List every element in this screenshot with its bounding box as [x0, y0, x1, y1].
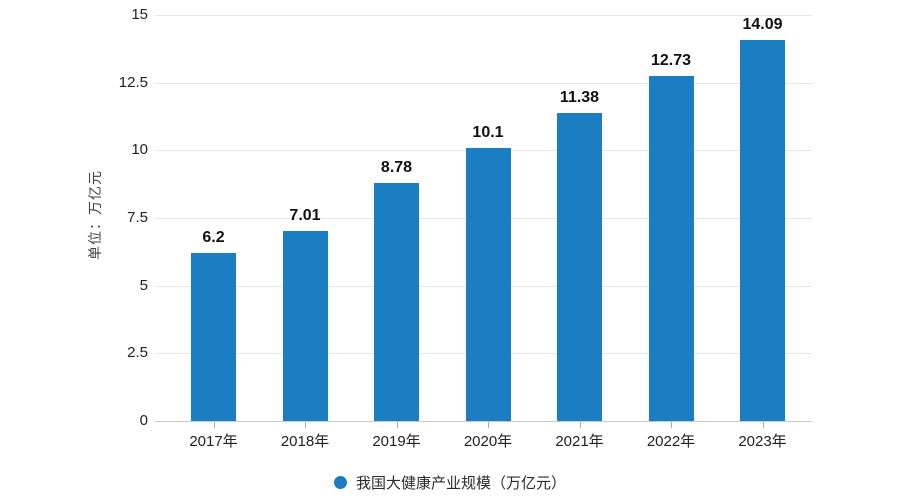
- y-tick-label: 15: [131, 6, 148, 23]
- gridline: [155, 82, 812, 84]
- x-tick-mark: [579, 422, 581, 428]
- x-tick-mark: [396, 422, 398, 428]
- x-axis-line: [155, 421, 812, 422]
- bar-value-label: 11.38: [559, 88, 600, 106]
- x-tick-label: 2019年: [372, 433, 421, 450]
- y-tick-label: 5: [139, 276, 148, 294]
- bar: [191, 253, 236, 421]
- x-tick-mark: [213, 422, 215, 428]
- x-tick-label: 2018年: [280, 433, 330, 450]
- bar: [282, 231, 328, 421]
- x-tick-mark: [671, 422, 672, 428]
- x-tick-mark: [488, 422, 489, 428]
- y-tick-label: 0: [139, 412, 148, 429]
- bar: [557, 112, 602, 421]
- bar-value-label: 12.73: [650, 52, 692, 70]
- x-tick-label: 2023年: [738, 433, 787, 450]
- bar: [740, 39, 785, 421]
- x-tick-mark: [762, 422, 764, 428]
- gridline: [155, 15, 812, 16]
- bar-value-label: 10.1: [472, 123, 504, 141]
- bar: [465, 147, 511, 421]
- x-tick-label: 2021年: [555, 433, 604, 450]
- bar: [648, 76, 694, 421]
- x-tick-label: 2020年: [463, 433, 513, 450]
- bar-value-label: 7.01: [289, 207, 321, 225]
- x-tick-label: 2017年: [189, 433, 238, 450]
- legend-label: 我国大健康产业规模（万亿元）: [355, 475, 566, 492]
- bar-value-label: 8.78: [380, 159, 413, 177]
- y-tick-label: 12.5: [118, 73, 148, 91]
- bar-value-label: 14.09: [742, 15, 783, 33]
- x-tick-label: 2022年: [646, 433, 696, 450]
- y-tick-label: 7.5: [127, 209, 148, 226]
- legend: 我国大健康产业规模（万亿元）: [0, 472, 900, 493]
- y-tick-label: 10: [131, 141, 148, 159]
- bar-value-label: 6.2: [202, 229, 225, 247]
- y-tick-label: 2.5: [127, 344, 148, 362]
- x-tick-mark: [305, 422, 306, 428]
- bar: [374, 183, 419, 421]
- circle-icon: [333, 476, 347, 489]
